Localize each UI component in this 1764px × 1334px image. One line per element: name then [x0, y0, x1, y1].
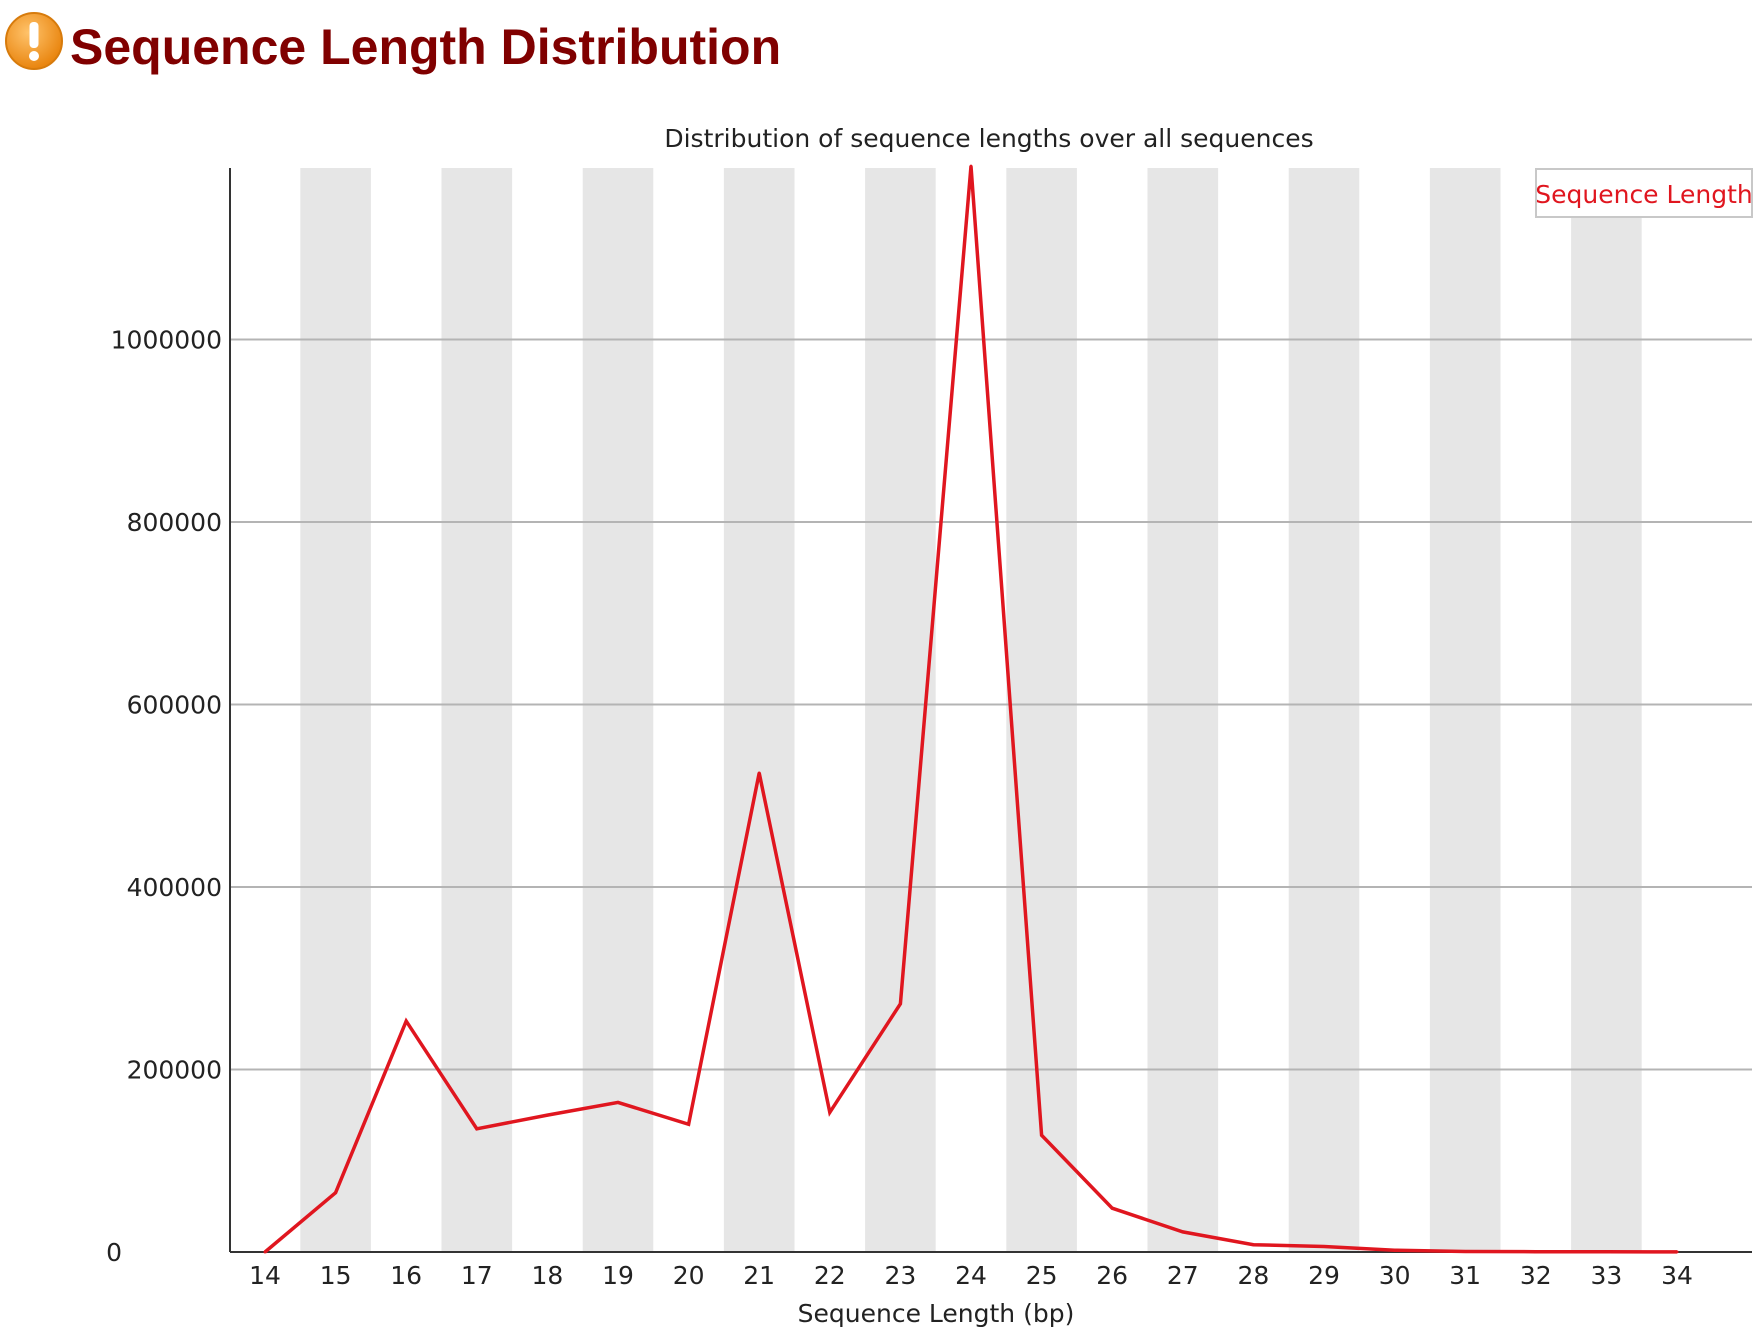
x-tick-label-31: 31	[1449, 1261, 1481, 1290]
band-33	[1571, 168, 1642, 1252]
data-point-20	[687, 1122, 691, 1126]
x-tick-label-14: 14	[249, 1261, 281, 1290]
data-point-34	[1675, 1250, 1679, 1254]
legend-item-sequence-length: Sequence Length	[1535, 180, 1753, 209]
data-point-15	[334, 1191, 338, 1195]
data-point-30	[1393, 1248, 1397, 1252]
data-point-32	[1534, 1250, 1538, 1254]
data-point-25	[1040, 1133, 1044, 1137]
x-tick-label-32: 32	[1520, 1261, 1552, 1290]
data-point-14	[263, 1250, 267, 1254]
y-tick-label-0: 0	[106, 1238, 122, 1267]
page-title: Sequence Length Distribution	[70, 19, 782, 75]
y-tick-label-600000: 600000	[127, 691, 222, 720]
data-point-27	[1181, 1230, 1185, 1234]
legend-box	[1535, 168, 1753, 218]
band-25	[1006, 168, 1077, 1252]
x-tick-label-18: 18	[531, 1261, 563, 1290]
data-point-17	[475, 1127, 479, 1131]
x-tick-label-22: 22	[814, 1261, 846, 1290]
band-31	[1429, 168, 1501, 1252]
data-point-26	[1110, 1206, 1114, 1210]
x-tick-label-17: 17	[461, 1261, 493, 1290]
band-17	[441, 168, 513, 1252]
y-tick-label-800000: 800000	[127, 508, 222, 537]
band-21	[723, 168, 795, 1252]
x-tick-label-29: 29	[1308, 1261, 1340, 1290]
x-tick-label-26: 26	[1096, 1261, 1128, 1290]
x-axis-label: Sequence Length (bp)	[798, 1299, 1075, 1328]
x-tick-label-25: 25	[1026, 1261, 1058, 1290]
x-tick-label-15: 15	[320, 1261, 352, 1290]
data-point-18	[545, 1113, 549, 1117]
series-layer	[263, 164, 1679, 1254]
x-tick-label-20: 20	[673, 1261, 705, 1290]
x-tick-label-19: 19	[602, 1261, 634, 1290]
x-axis-ticks: 14 15 16 17 18 19 20 21 22 23 24 25 26 27 28 29 30 31 32 33…	[249, 1261, 1693, 1290]
y-tick-label-200000: 200000	[127, 1056, 222, 1085]
alternating-bands	[300, 168, 1642, 1252]
y-axis-ticks: 0 200000 400000 600000 800000 1000000	[106, 326, 222, 1267]
band-29	[1288, 168, 1360, 1252]
band-19	[582, 168, 654, 1252]
data-point-29	[1322, 1245, 1326, 1249]
data-point-31	[1463, 1250, 1467, 1254]
data-point-19	[616, 1100, 620, 1104]
x-tick-label-33: 33	[1590, 1261, 1622, 1290]
y-tick-label-400000: 400000	[127, 873, 222, 902]
x-tick-label-21: 21	[743, 1261, 775, 1290]
x-tick-label-30: 30	[1379, 1261, 1411, 1290]
band-27	[1147, 168, 1219, 1252]
report-header: Sequence Length Distribution	[4, 6, 781, 76]
x-tick-label-24: 24	[955, 1261, 987, 1290]
x-tick-label-23: 23	[884, 1261, 916, 1290]
x-tick-label-34: 34	[1661, 1261, 1693, 1290]
data-point-21	[757, 771, 761, 775]
data-point-23	[898, 1002, 902, 1006]
x-tick-label-27: 27	[1167, 1261, 1199, 1290]
x-tick-label-28: 28	[1237, 1261, 1269, 1290]
gridlines	[230, 338, 1752, 1071]
warning-icon	[5, 12, 63, 70]
data-point-16	[404, 1019, 408, 1023]
chart-title: Distribution of sequence lengths over al…	[664, 124, 1313, 153]
data-point-28	[1251, 1243, 1255, 1247]
x-tick-label-16: 16	[390, 1261, 422, 1290]
data-point-33	[1604, 1250, 1608, 1254]
band-15	[300, 168, 371, 1252]
y-tick-label-1000000: 1000000	[111, 326, 222, 355]
data-point-24	[969, 164, 973, 168]
legend: Sequence Length	[1535, 168, 1753, 218]
data-point-22	[828, 1110, 832, 1114]
